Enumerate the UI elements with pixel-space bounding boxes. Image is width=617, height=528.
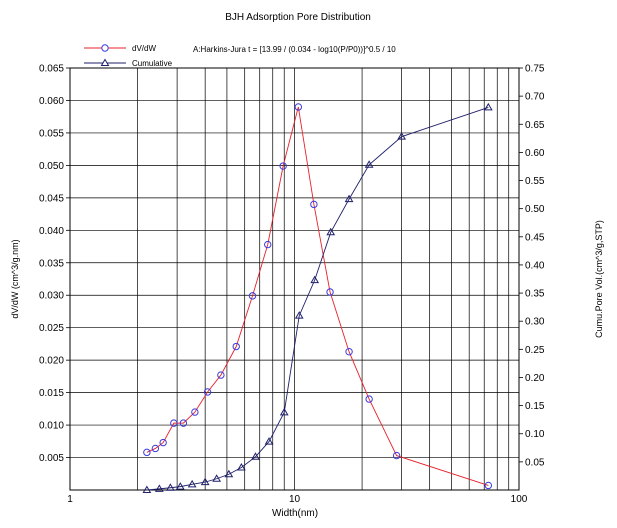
y-right-tick-label: 0.20 bbox=[525, 373, 545, 384]
series-lines bbox=[146, 106, 489, 491]
data-point-dv-dw bbox=[365, 395, 373, 403]
y-left-tick-label: 0.035 bbox=[39, 258, 64, 269]
data-point-dv-dw bbox=[159, 438, 167, 447]
data-point-dv-dw bbox=[392, 451, 401, 460]
data-point-cumulative bbox=[294, 311, 304, 319]
y-left-tick-label: 0.010 bbox=[39, 421, 64, 432]
data-point-cumulative bbox=[397, 132, 406, 140]
y-left-tick-label: 0.020 bbox=[39, 356, 64, 367]
y-left-tick-label: 0.065 bbox=[39, 64, 64, 75]
data-point-dv-dw bbox=[294, 103, 303, 111]
data-point-dv-dw bbox=[484, 481, 493, 490]
legend-marker-dvdw bbox=[101, 44, 109, 52]
data-point-dv-dw bbox=[345, 348, 353, 356]
data-point-dv-dw bbox=[232, 342, 240, 351]
y-left-tick-label: 0.030 bbox=[39, 291, 64, 302]
y-right-tick-label: 0.25 bbox=[525, 345, 545, 356]
data-point-cumulative bbox=[251, 452, 260, 460]
y-left-tick-label: 0.055 bbox=[39, 128, 64, 139]
y-right-tick-label: 0.30 bbox=[525, 317, 545, 328]
data-point-dv-dw bbox=[217, 371, 225, 379]
y-left-tick-label: 0.040 bbox=[39, 226, 64, 237]
y-left-tick-label: 0.025 bbox=[39, 323, 64, 334]
data-point-cumulative bbox=[142, 485, 152, 493]
data-point-dv-dw bbox=[310, 200, 318, 209]
plot-area-frame bbox=[69, 67, 520, 491]
data-point-cumulative bbox=[175, 482, 185, 490]
series-line-dv-dw bbox=[146, 106, 489, 486]
y-left-tick-label: 0.015 bbox=[39, 388, 64, 399]
data-point-cumulative bbox=[154, 484, 164, 492]
data-point-dv-dw bbox=[151, 444, 160, 453]
data-point-cumulative bbox=[166, 483, 175, 491]
grid bbox=[70, 68, 519, 490]
data-point-cumulative bbox=[326, 227, 336, 236]
data-point-dv-dw bbox=[326, 288, 334, 296]
y-right-tick-label: 0.50 bbox=[525, 204, 545, 215]
y-right-tick-label: 0.35 bbox=[525, 289, 545, 300]
data-point-dv-dw bbox=[203, 388, 212, 396]
y-right-tick-label: 0.15 bbox=[525, 401, 545, 412]
y-left-tick-label: 0.045 bbox=[39, 193, 64, 204]
y-axis-right-label: Cumu.Pore Vol.(cm^3/g,STP) bbox=[594, 220, 604, 338]
x-tick-label: 100 bbox=[511, 494, 528, 505]
y-left-tick-label: 0.060 bbox=[39, 96, 64, 107]
chart-subtitle: A:Harkins-Jura t = [13.99 / (0.034 - log… bbox=[193, 45, 396, 54]
data-point-dv-dw bbox=[143, 448, 151, 457]
data-point-cumulative bbox=[187, 479, 197, 488]
y-right-tick-label: 0.45 bbox=[525, 232, 545, 243]
x-axis-label: Width(nm) bbox=[272, 508, 318, 519]
legend: dV/dW Cumulative bbox=[84, 44, 173, 68]
y-right-tick-label: 0.65 bbox=[525, 120, 545, 131]
data-point-dv-dw bbox=[279, 162, 287, 170]
y-right-tick-label: 0.70 bbox=[525, 92, 545, 103]
x-tick-label: 10 bbox=[289, 494, 301, 505]
data-point-cumulative bbox=[279, 407, 289, 416]
legend-marker-cumulative bbox=[100, 58, 110, 66]
data-point-cumulative bbox=[264, 437, 274, 445]
y-axis-left-label: dV/dW (cm^3/g.nm) bbox=[10, 239, 20, 318]
data-point-dv-dw bbox=[248, 292, 257, 300]
chart-title: BJH Adsorption Pore Distribution bbox=[225, 12, 371, 23]
y-left-tick-label: 0.050 bbox=[39, 161, 64, 172]
data-point-cumulative bbox=[237, 463, 246, 471]
data-point-cumulative bbox=[364, 160, 374, 168]
y-right-tick-label: 0.55 bbox=[525, 176, 545, 187]
x-tick-label: 1 bbox=[67, 494, 73, 505]
y-right-tick-label: 0.60 bbox=[525, 148, 545, 159]
series-line-cumulative bbox=[146, 106, 489, 491]
axis-ticks: 1 10 100 0.005 0.010 0.015 0.020 0.025 0.030 0.03… bbox=[39, 64, 545, 506]
data-point-cumulative bbox=[200, 477, 210, 486]
data-point-cumulative bbox=[310, 275, 320, 284]
y-right-tick-label: 0.40 bbox=[525, 260, 545, 271]
data-point-cumulative bbox=[483, 102, 493, 111]
y-right-tick-label: 0.75 bbox=[525, 64, 545, 75]
data-point-cumulative bbox=[344, 194, 354, 203]
series-markers bbox=[142, 102, 493, 493]
data-point-cumulative bbox=[224, 469, 234, 478]
data-point-dv-dw bbox=[191, 408, 199, 416]
legend-label-dvdw: dV/dW bbox=[132, 44, 156, 53]
data-point-dv-dw bbox=[264, 240, 272, 249]
legend-label-cumulative: Cumulative bbox=[132, 59, 173, 68]
data-point-dv-dw bbox=[170, 419, 178, 427]
y-right-tick-label: 0.05 bbox=[525, 457, 545, 468]
data-point-cumulative bbox=[212, 474, 222, 482]
y-left-tick-label: 0.005 bbox=[39, 453, 64, 464]
y-right-tick-label: 0.10 bbox=[525, 429, 545, 440]
data-point-dv-dw bbox=[179, 419, 188, 427]
